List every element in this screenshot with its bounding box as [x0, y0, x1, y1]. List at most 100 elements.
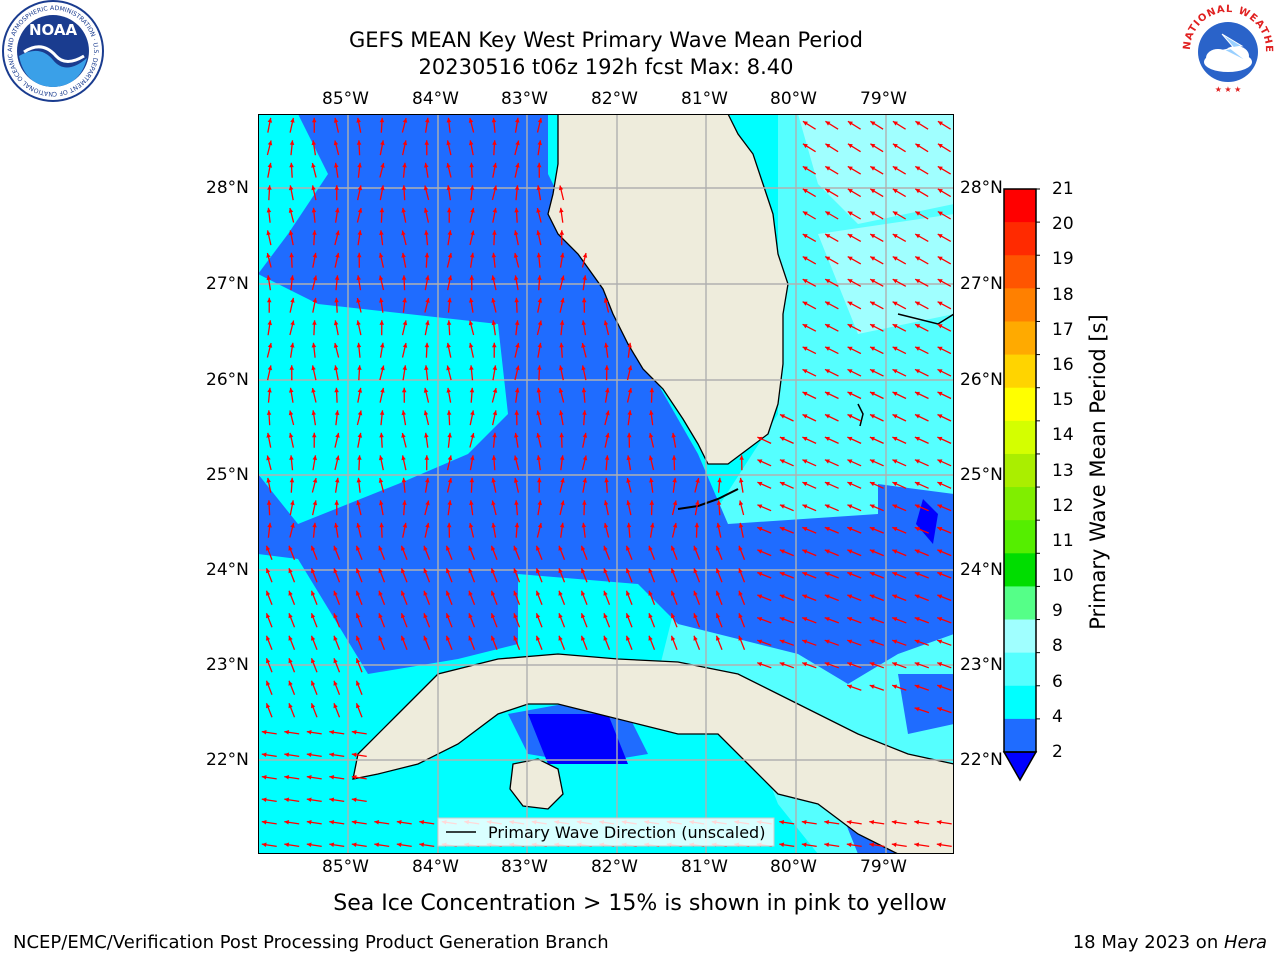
wave-arrow-head — [825, 234, 831, 239]
wave-arrow-head — [357, 455, 362, 460]
wave-arrow-head — [335, 207, 340, 213]
wave-arrow-head — [560, 500, 565, 506]
colorbar-segment — [1004, 652, 1036, 687]
wave-arrow-head — [626, 455, 631, 461]
wave-arrow-head — [378, 275, 384, 281]
wave-arrow-head — [892, 391, 898, 396]
wave-arrow-head — [447, 253, 453, 258]
wave-arrow-head — [311, 545, 316, 551]
wave-arrow-head — [869, 436, 875, 441]
wave-arrow-head — [469, 185, 475, 190]
footer-right: 18 May 2023 on Hera — [1073, 932, 1267, 954]
wave-arrow-head — [492, 342, 497, 348]
wave-arrow-head — [716, 545, 721, 551]
wave-arrow-head — [425, 320, 430, 326]
wave-arrow-head — [802, 166, 808, 171]
wave-arrow-head — [424, 162, 429, 168]
wave-arrow-head — [801, 842, 807, 847]
wave-arrow-head — [447, 432, 452, 438]
wave-arrow-head — [468, 590, 473, 596]
colorbar-segment — [1004, 189, 1036, 223]
wave-arrow-head — [401, 207, 406, 213]
colorbar-tick-label: 21 — [1052, 179, 1074, 199]
colorbar-segment — [1004, 619, 1036, 654]
wave-arrow-head — [266, 410, 272, 415]
wave-arrow-head — [892, 684, 898, 689]
wave-arrow-head — [847, 279, 853, 284]
wave-arrow-head — [779, 662, 785, 667]
wave-arrow-head — [261, 797, 267, 802]
wave-arrow-head — [716, 500, 722, 505]
wave-arrow-head — [626, 613, 631, 619]
wave-arrow-head — [626, 545, 631, 551]
band-2-4-c — [898, 674, 954, 734]
wave-arrow-head — [424, 432, 429, 438]
wave-arrow-head — [378, 252, 384, 258]
wave-arrow-head — [937, 639, 943, 644]
wave-arrow-head — [802, 211, 808, 216]
wave-arrow-head — [356, 658, 361, 664]
wave-arrow-head — [312, 500, 318, 506]
lat-left-23: 23°N — [206, 655, 249, 675]
wave-arrow-head — [266, 658, 271, 664]
wave-arrow-head — [356, 680, 361, 686]
wave-arrow-head — [491, 117, 497, 123]
wave-arrow-head — [603, 500, 609, 506]
lat-right-25: 25°N — [960, 465, 1003, 485]
wave-arrow-head — [492, 432, 497, 438]
wave-arrow-head — [559, 432, 564, 438]
colorbar-segment — [1004, 222, 1036, 256]
wave-arrow-head — [915, 211, 921, 216]
wave-arrow-head — [334, 522, 339, 528]
wave-arrow-head — [288, 230, 294, 236]
wave-arrow-head — [693, 545, 698, 551]
wave-arrow-head — [558, 545, 563, 551]
wave-arrow-head — [802, 279, 808, 284]
wave-arrow-head — [423, 613, 428, 619]
wave-arrow-head — [671, 613, 676, 619]
wave-arrow-head — [892, 459, 898, 464]
wave-arrow-head — [892, 549, 898, 554]
wave-arrow-head — [559, 342, 564, 348]
wave-arrow-head — [424, 140, 429, 145]
wave-arrow-head — [582, 500, 587, 505]
wave-arrow-head — [290, 320, 295, 326]
wave-arrow-head — [581, 568, 586, 574]
wave-arrow-head — [312, 117, 317, 123]
wave-arrow-head — [870, 143, 876, 149]
wave-arrow-head — [492, 185, 498, 191]
lon-top-82: 82°W — [591, 89, 638, 109]
wave-arrow-head — [558, 635, 563, 641]
wave-arrow-head — [513, 568, 518, 574]
wave-arrow-head — [513, 613, 518, 619]
wave-arrow-head — [914, 842, 920, 847]
wave-arrow-head — [469, 162, 474, 168]
wave-arrow-head — [357, 432, 363, 438]
wave-arrow-head — [469, 365, 474, 370]
footer-machine: Hera — [1223, 932, 1267, 953]
wave-arrow-head — [514, 275, 519, 281]
lat-right-24: 24°N — [960, 560, 1003, 580]
wave-arrow-head — [379, 522, 384, 528]
wave-arrow-head — [825, 301, 831, 306]
wave-arrow-head — [582, 275, 587, 281]
wave-arrow-head — [468, 523, 474, 528]
wave-arrow-head — [266, 545, 271, 551]
wave-arrow-head — [847, 301, 853, 306]
wave-arrow-head — [470, 230, 475, 236]
wave-period-map: Primary Wave Direction (unscaled) — [258, 114, 954, 854]
colorbar-tick-label: 13 — [1052, 460, 1074, 481]
wave-arrow-head — [716, 568, 721, 574]
wave-arrow-head — [267, 117, 273, 123]
wave-arrow-head — [914, 527, 920, 532]
wave-arrow-head — [671, 590, 676, 596]
wave-arrow-head — [914, 707, 920, 712]
wave-arrow-head — [558, 388, 564, 393]
wave-arrow-head — [738, 590, 743, 596]
wave-arrow-head — [847, 391, 853, 396]
wave-arrow-head — [717, 477, 722, 483]
wave-arrow-head — [627, 388, 633, 393]
wave-arrow-head — [515, 140, 520, 146]
wave-arrow-head — [288, 545, 293, 551]
lat-right-26: 26°N — [960, 370, 1003, 390]
